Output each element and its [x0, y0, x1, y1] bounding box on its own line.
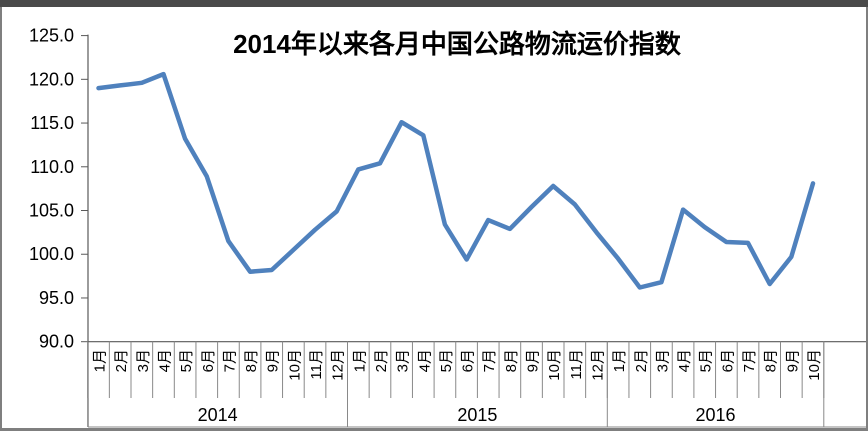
top-border [0, 0, 868, 7]
month-label: 8月 [763, 349, 780, 372]
month-label: 2月 [113, 349, 130, 372]
bottom-border [0, 428, 868, 431]
month-label: 7月 [741, 349, 758, 372]
year-label: 2016 [696, 405, 736, 425]
month-label: 3月 [654, 349, 671, 372]
year-axis: 2014 2015 2016 [87, 341, 825, 427]
month-label: 3月 [395, 349, 412, 372]
month-label: 6月 [460, 349, 477, 372]
month-label: 9月 [265, 349, 282, 372]
y-tick-label: 125.0 [29, 26, 74, 46]
year-label: 2015 [457, 405, 497, 425]
month-label: 1月 [611, 349, 628, 372]
left-border [0, 7, 2, 431]
month-label: 7月 [481, 349, 498, 372]
year-label: 2014 [198, 405, 238, 425]
month-label: 5月 [438, 349, 455, 372]
y-tick-label: 100.0 [29, 244, 74, 264]
month-label: 12月 [589, 349, 606, 381]
y-tick-label: 95.0 [39, 288, 74, 308]
y-tick-label: 105.0 [29, 201, 74, 221]
right-border [866, 7, 868, 431]
month-label: 7月 [221, 349, 238, 372]
y-tick-label: 120.0 [29, 69, 74, 89]
month-label: 2月 [633, 349, 650, 372]
y-axis: 90.0 95.0 100.0 105.0 110.0 115.0 120.0 125.0 [29, 26, 88, 352]
freight-index-series-line [96, 71, 816, 290]
y-tick-label: 115.0 [30, 113, 74, 133]
month-label: 9月 [525, 349, 542, 372]
month-label: 4月 [676, 349, 693, 372]
y-tick-label: 110.0 [30, 157, 74, 177]
month-label: 2月 [373, 349, 390, 372]
month-label: 4月 [156, 349, 173, 372]
month-label: 3月 [135, 349, 152, 372]
month-label: 8月 [243, 349, 260, 372]
y-tick-label: 90.0 [39, 332, 74, 352]
month-label: 8月 [503, 349, 520, 372]
month-label: 1月 [92, 349, 109, 372]
month-label: 5月 [178, 349, 195, 372]
month-label: 10月 [286, 349, 303, 381]
month-label: 6月 [719, 349, 736, 372]
month-label: 1月 [351, 349, 368, 372]
month-label: 6月 [200, 349, 217, 372]
month-label: 11月 [568, 349, 585, 380]
month-label: 4月 [416, 349, 433, 372]
month-label: 9月 [784, 349, 801, 372]
month-label: 11月 [308, 349, 325, 380]
month-label: 12月 [330, 349, 347, 381]
month-label: 10月 [546, 349, 563, 381]
month-label: 5月 [698, 349, 715, 372]
month-label: 10月 [806, 349, 823, 381]
